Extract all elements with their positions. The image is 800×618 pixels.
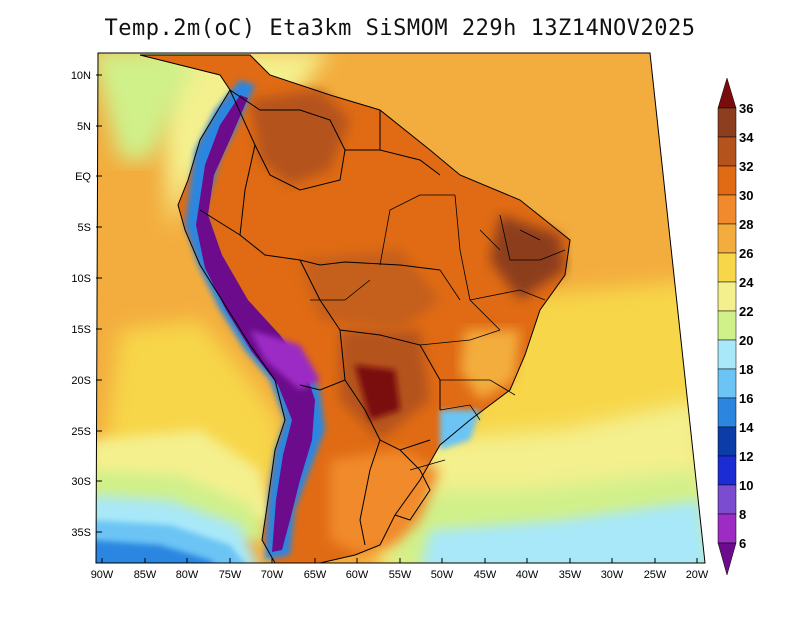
lat-label-10n: 10N [71,70,91,82]
lon-label-80w: 80W [176,569,199,581]
colorbar-label-12: 12 [739,449,753,464]
colorbar-segment-28-30 [717,194,737,225]
lon-label-50w: 50W [431,569,454,581]
colorbar-label-28: 28 [739,217,753,232]
lon-label-90w: 90W [91,569,114,581]
lat-label-15s: 15S [71,324,91,336]
colorbar-segment-10-12 [717,455,737,486]
amazon-north-hot-zone [250,90,350,185]
colorbar-segment-12-14 [717,426,737,457]
pacific-north-cooler-band [96,53,200,160]
map-title: Temp.2m(oC) Eta3km SiSMOM 229h 13Z14NOV2… [104,16,696,41]
lon-label-65w: 65W [304,569,327,581]
lon-label-55w: 55W [389,569,412,581]
colorbar-label-26: 26 [739,246,753,261]
andes-cold-core [196,95,315,552]
colorbar-label-34: 34 [739,130,754,145]
colorbar-segment-26-28 [717,223,737,254]
altiplano-cold-zone [250,330,320,390]
southern-plains-zone [330,450,440,555]
colorbar-label-24: 24 [739,275,754,290]
map-plot-area [96,53,705,563]
colorbar-segment-18-20 [717,339,737,370]
lat-label-10s: 10S [71,273,91,285]
lon-label-60w: 60W [346,569,369,581]
lat-label-5n: 5N [77,121,91,133]
lon-label-30w: 30W [601,569,624,581]
colorbar-segment-32-34 [717,136,737,167]
country-borders [139,54,571,563]
colorbar-segment-8-10 [717,484,737,515]
state-borders [310,194,566,471]
lon-label-85w: 85W [134,569,157,581]
lon-label-35w: 35W [559,569,582,581]
lat-label-5s: 5S [78,222,91,234]
colorbar-segment-22-24 [717,281,737,312]
colorbar-label-20: 20 [739,333,753,348]
minas-gerais-mild-zone [460,330,520,400]
colorbar-label-6: 6 [739,536,746,551]
lat-label-30s: 30S [71,476,91,488]
lat-label-35s: 35S [71,527,91,539]
lat-label-eq: EQ [75,171,91,183]
lon-label-25w: 25W [644,569,667,581]
colorbar-segment-6-8 [717,513,737,544]
colorbar-segment-24-26 [717,252,737,283]
lon-label-20w: 20W [686,569,709,581]
colorbar-label-10: 10 [739,478,753,493]
colorbar-label-18: 18 [739,362,753,377]
chaco-peak-zone [355,365,400,420]
colorbar-label-14: 14 [739,420,754,435]
colorbar-top-arrow [717,77,737,109]
lat-label-25s: 25S [71,426,91,438]
colorbar-segment-20-22 [717,310,737,341]
colorbar-label-30: 30 [739,188,753,203]
colorbar-segment-14-16 [717,397,737,428]
colorbar-label-36: 36 [739,101,753,116]
lon-label-40w: 40W [516,569,539,581]
map-frame [95,52,706,564]
colorbar-label-16: 16 [739,391,753,406]
colorbar-segment-34-36 [717,107,737,138]
colorbar-segment-16-18 [717,368,737,399]
lon-tick-marks [101,558,698,563]
lon-label-70w: 70W [261,569,284,581]
lat-label-20s: 20S [71,375,91,387]
atlantic-south-cold-band [420,500,705,563]
lon-label-45w: 45W [474,569,497,581]
lat-tick-marks [96,74,102,533]
northeast-hot-zone [490,215,565,300]
colorbar-label-32: 32 [739,159,753,174]
colorbar-label-22: 22 [739,304,753,319]
colorbar-bottom-arrow [717,542,737,576]
lon-label-75w: 75W [219,569,242,581]
colorbar-label-8: 8 [739,507,746,522]
rondonia-hot-zone [300,250,440,330]
colorbar: 36 34 32 30 28 26 24 22 20 18 16 14 12 1… [717,77,754,576]
colorbar-segment-30-32 [717,165,737,196]
